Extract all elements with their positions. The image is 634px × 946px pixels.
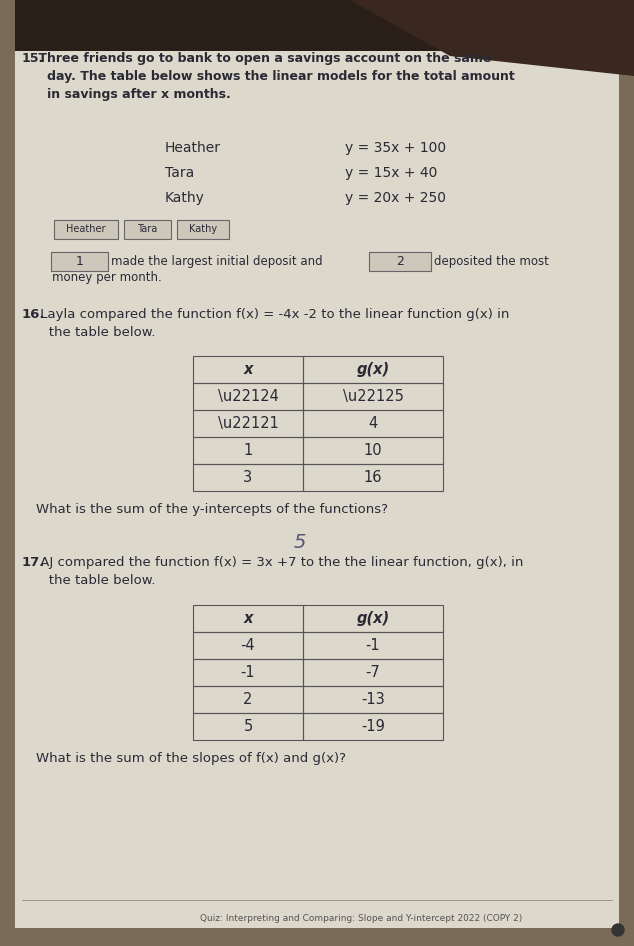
Text: -4: -4 xyxy=(241,638,256,653)
Bar xyxy=(193,686,303,713)
Bar xyxy=(303,686,443,713)
Text: 16: 16 xyxy=(364,470,382,485)
FancyBboxPatch shape xyxy=(15,18,619,928)
Bar xyxy=(303,356,443,383)
Text: y = 35x + 100: y = 35x + 100 xyxy=(345,141,446,155)
Text: Tara: Tara xyxy=(165,166,194,180)
Text: 16.: 16. xyxy=(22,308,46,321)
Text: 1: 1 xyxy=(75,255,84,268)
Text: 4: 4 xyxy=(368,416,378,431)
Bar xyxy=(303,659,443,686)
Text: What is the sum of the y-intercepts of the functions?: What is the sum of the y-intercepts of t… xyxy=(36,503,388,516)
Text: -13: -13 xyxy=(361,692,385,707)
Bar xyxy=(303,383,443,410)
Text: \u22124: \u22124 xyxy=(217,389,278,404)
Text: Kathy: Kathy xyxy=(165,191,205,205)
Text: -7: -7 xyxy=(366,665,380,680)
Bar xyxy=(193,659,303,686)
Text: \u22125: \u22125 xyxy=(342,389,403,404)
Text: AJ compared the function f(x) = 3x +7 to the the linear function, g(x), in
   th: AJ compared the function f(x) = 3x +7 to… xyxy=(36,556,524,587)
FancyBboxPatch shape xyxy=(15,0,619,51)
Text: 2: 2 xyxy=(243,692,253,707)
Text: Layla compared the function f(x) = -4x -2 to the linear function g(x) in
   the : Layla compared the function f(x) = -4x -… xyxy=(36,308,509,339)
Text: g(x): g(x) xyxy=(356,611,389,626)
Text: Tara: Tara xyxy=(138,224,158,235)
Text: Heather: Heather xyxy=(66,224,106,235)
Bar xyxy=(193,632,303,659)
Text: 1: 1 xyxy=(243,443,252,458)
Bar xyxy=(193,410,303,437)
Bar xyxy=(193,356,303,383)
Text: g(x): g(x) xyxy=(356,362,389,377)
Bar xyxy=(193,713,303,740)
Text: 15.: 15. xyxy=(22,52,44,65)
Bar xyxy=(303,713,443,740)
Text: 5: 5 xyxy=(243,719,252,734)
Text: -1: -1 xyxy=(366,638,380,653)
Polygon shape xyxy=(350,0,634,76)
FancyBboxPatch shape xyxy=(369,252,431,271)
Text: 5: 5 xyxy=(294,533,306,552)
Text: \u22121: \u22121 xyxy=(217,416,278,431)
FancyBboxPatch shape xyxy=(177,220,229,239)
Text: x: x xyxy=(243,611,253,626)
Text: -19: -19 xyxy=(361,719,385,734)
Bar xyxy=(303,410,443,437)
Text: Kathy: Kathy xyxy=(189,224,217,235)
Bar xyxy=(303,632,443,659)
Text: made the largest initial deposit and: made the largest initial deposit and xyxy=(111,255,323,268)
Text: -1: -1 xyxy=(241,665,256,680)
Text: y = 20x + 250: y = 20x + 250 xyxy=(345,191,446,205)
Bar xyxy=(303,437,443,464)
Bar xyxy=(193,437,303,464)
Text: money per month.: money per month. xyxy=(52,272,162,285)
Text: deposited the most: deposited the most xyxy=(434,255,549,268)
Text: Quiz: Interpreting and Comparing: Slope and Y-intercept 2022 (COPY 2): Quiz: Interpreting and Comparing: Slope … xyxy=(200,914,522,923)
Text: 17.: 17. xyxy=(22,556,46,569)
Bar xyxy=(303,464,443,491)
Text: 2: 2 xyxy=(396,255,404,268)
Text: 10: 10 xyxy=(364,443,382,458)
Bar xyxy=(193,464,303,491)
Circle shape xyxy=(612,924,624,936)
FancyBboxPatch shape xyxy=(54,220,118,239)
Text: 3: 3 xyxy=(243,470,252,485)
Bar xyxy=(303,605,443,632)
Text: What is the sum of the slopes of f(x) and g(x)?: What is the sum of the slopes of f(x) an… xyxy=(36,752,346,765)
Bar xyxy=(193,605,303,632)
FancyBboxPatch shape xyxy=(51,252,108,271)
Text: x: x xyxy=(243,362,253,377)
Text: Heather: Heather xyxy=(165,141,221,155)
Text: y = 15x + 40: y = 15x + 40 xyxy=(345,166,437,180)
Bar xyxy=(193,383,303,410)
Text: Three friends go to bank to open a savings account on the same
   day. The table: Three friends go to bank to open a savin… xyxy=(34,52,515,101)
FancyBboxPatch shape xyxy=(124,220,171,239)
